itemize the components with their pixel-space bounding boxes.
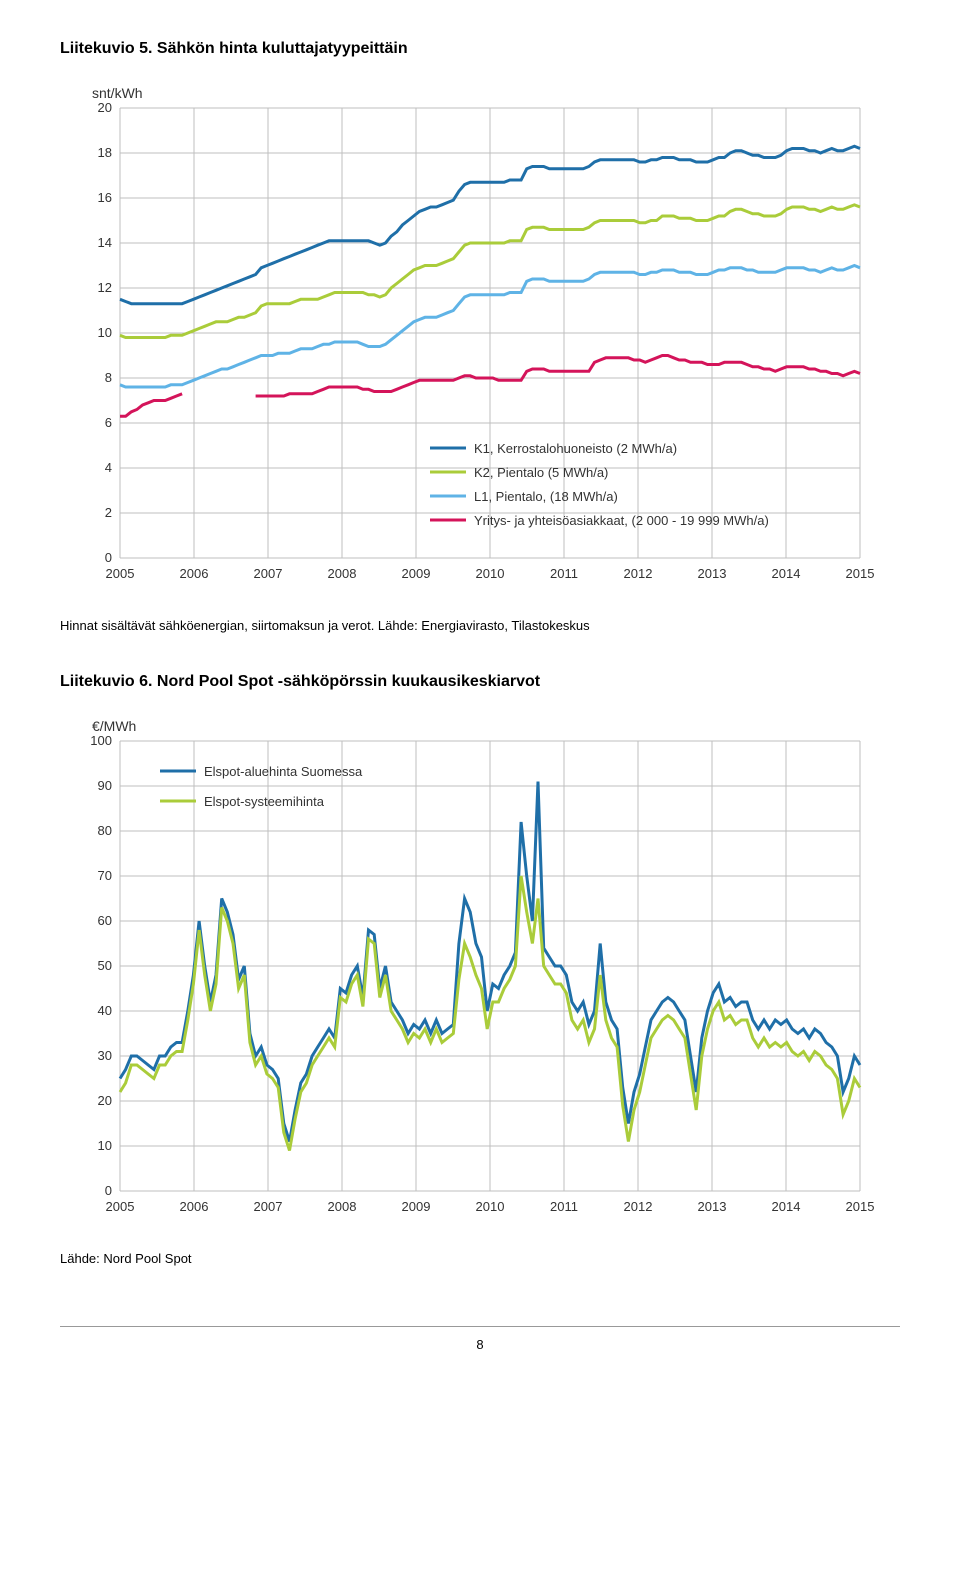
svg-text:2008: 2008	[328, 566, 357, 581]
svg-text:20: 20	[98, 1093, 112, 1108]
svg-text:2012: 2012	[624, 566, 653, 581]
chart2-svg: 0 10 20 30 40 50 60 70 80 90 100 2005 2006 2007 2008 20…	[60, 711, 880, 1231]
svg-text:€/MWh: €/MWh	[92, 718, 136, 734]
svg-text:Yritys- ja yhteisöasiakkaat, (: Yritys- ja yhteisöasiakkaat, (2 000 - 19…	[474, 513, 769, 528]
svg-text:60: 60	[98, 913, 112, 928]
chart2-container: 0 10 20 30 40 50 60 70 80 90 100 2005 2006 2007 2008 20…	[60, 711, 900, 1231]
svg-text:2014: 2014	[772, 1199, 801, 1214]
svg-text:10: 10	[98, 325, 112, 340]
svg-text:0: 0	[105, 1183, 112, 1198]
svg-text:2013: 2013	[698, 1199, 727, 1214]
svg-text:2009: 2009	[402, 1199, 431, 1214]
svg-text:2005: 2005	[106, 566, 135, 581]
svg-text:2010: 2010	[476, 1199, 505, 1214]
chart2-heading: Liitekuvio 6. Nord Pool Spot -sähköpörss…	[60, 673, 900, 691]
svg-text:80: 80	[98, 823, 112, 838]
svg-text:16: 16	[98, 190, 112, 205]
svg-text:2008: 2008	[328, 1199, 357, 1214]
svg-text:2006: 2006	[180, 566, 209, 581]
svg-text:K2, Pientalo (5 MWh/a): K2, Pientalo (5 MWh/a)	[474, 465, 608, 480]
svg-text:2014: 2014	[772, 566, 801, 581]
svg-text:14: 14	[98, 235, 112, 250]
svg-text:2012: 2012	[624, 1199, 653, 1214]
svg-text:90: 90	[98, 778, 112, 793]
svg-text:2005: 2005	[106, 1199, 135, 1214]
svg-text:12: 12	[98, 280, 112, 295]
svg-text:2013: 2013	[698, 566, 727, 581]
svg-text:40: 40	[98, 1003, 112, 1018]
svg-text:8: 8	[105, 370, 112, 385]
svg-text:100: 100	[90, 733, 112, 748]
page-number: 8	[60, 1326, 900, 1352]
svg-text:2011: 2011	[550, 566, 578, 581]
chart1-source: Hinnat sisältävät sähköenergian, siirtom…	[60, 618, 900, 633]
chart1-container: 0 2 4 6 8 10 12 14 16 18 20 2005 2006 2007 2008 2009 201…	[60, 78, 900, 598]
svg-text:2007: 2007	[254, 1199, 283, 1214]
chart1-svg: 0 2 4 6 8 10 12 14 16 18 20 2005 2006 2007 2008 2009 201…	[60, 78, 880, 598]
svg-text:2015: 2015	[846, 566, 875, 581]
svg-text:Elspot-systeemihinta: Elspot-systeemihinta	[204, 794, 325, 809]
svg-text:2010: 2010	[476, 566, 505, 581]
svg-text:70: 70	[98, 868, 112, 883]
svg-text:2011: 2011	[550, 1199, 578, 1214]
chart2-source: Lähde: Nord Pool Spot	[60, 1251, 900, 1266]
svg-text:2009: 2009	[402, 566, 431, 581]
svg-text:4: 4	[105, 460, 112, 475]
chart1-heading: Liitekuvio 5. Sähkön hinta kuluttajatyyp…	[60, 40, 900, 58]
svg-text:2015: 2015	[846, 1199, 875, 1214]
svg-text:6: 6	[105, 415, 112, 430]
svg-text:snt/kWh: snt/kWh	[92, 85, 143, 101]
svg-text:18: 18	[98, 145, 112, 160]
svg-text:10: 10	[98, 1138, 112, 1153]
svg-text:20: 20	[98, 100, 112, 115]
svg-text:L1, Pientalo, (18 MWh/a): L1, Pientalo, (18 MWh/a)	[474, 489, 618, 504]
svg-text:Elspot-aluehinta Suomessa: Elspot-aluehinta Suomessa	[204, 764, 363, 779]
svg-text:K1, Kerrostalohuoneisto (2 MWh: K1, Kerrostalohuoneisto (2 MWh/a)	[474, 441, 677, 456]
svg-text:50: 50	[98, 958, 112, 973]
svg-text:2006: 2006	[180, 1199, 209, 1214]
svg-text:2007: 2007	[254, 566, 283, 581]
svg-text:30: 30	[98, 1048, 112, 1063]
svg-text:0: 0	[105, 550, 112, 565]
svg-text:2: 2	[105, 505, 112, 520]
